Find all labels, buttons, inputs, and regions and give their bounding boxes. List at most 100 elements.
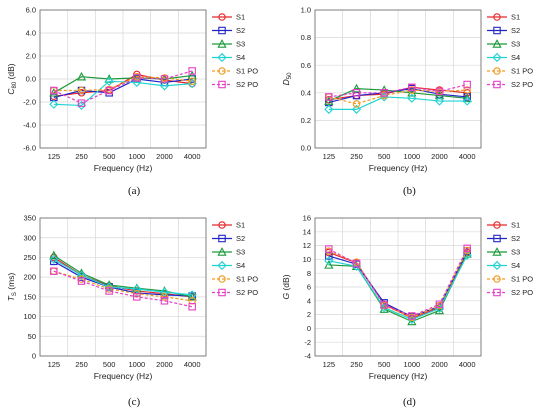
data-point [352, 259, 361, 268]
legend-marker [218, 67, 226, 75]
data-point [76, 71, 87, 81]
legend-marker [218, 288, 226, 297]
series-line [328, 253, 468, 323]
y-tick-label: 0.0 [26, 75, 36, 84]
series-line [328, 83, 468, 98]
x-axis-label: Frequency (Hz) [369, 163, 428, 173]
chart-b: 0.0 0.2 0.4 0.6 0.8 1.0 125 250 500 1000 2000 4000 F… [281, 6, 533, 173]
legend-label: S1 [236, 13, 245, 22]
data-point [324, 104, 334, 114]
caption-b: (b) [403, 185, 416, 197]
data-point [160, 293, 169, 301]
series-line [53, 70, 193, 104]
y-tick-label: 14 [303, 227, 311, 236]
chart-c: 0 50 100 150 200 250 300 350 125 250 500 1000 2000 40… [6, 214, 258, 381]
data-point [76, 270, 87, 280]
x-tick-label: 2000 [156, 152, 173, 161]
y-tick-label: 0.4 [301, 88, 311, 97]
legend-marker [217, 247, 227, 256]
legend-marker [218, 221, 226, 229]
series-s4 [49, 254, 197, 300]
data-point [352, 100, 361, 108]
legend-label: S2 PO [511, 288, 533, 297]
y-axis-label: G (dB) [281, 274, 291, 299]
y-tick-label: 150 [23, 292, 36, 301]
x-tick-label: 4000 [184, 152, 201, 161]
data-point [105, 287, 113, 295]
panel-a: -6.0 -4.0 -2.0 0.0 2.0 4.0 6.0 125 250 500 1000 200… [0, 0, 275, 208]
x-tick-label: 250 [350, 152, 363, 161]
data-point [76, 100, 87, 111]
x-tick-label: 125 [323, 360, 336, 369]
series-line [328, 89, 468, 105]
series-s2-po [50, 67, 196, 107]
plot-frame [314, 9, 482, 149]
legend-label: S4 [511, 53, 520, 62]
x-tick-label: 4000 [184, 360, 201, 369]
data-point [380, 301, 388, 309]
legend-marker [218, 80, 226, 89]
x-tick-label: 500 [378, 152, 391, 161]
data-point [351, 104, 362, 114]
legend-label: S2 PO [236, 288, 258, 297]
y-tick-label: -2.0 [23, 98, 36, 107]
y-tick-label: 12 [303, 241, 311, 250]
y-tick-label: 50 [28, 332, 36, 341]
y-tick-label: 2 [307, 310, 311, 319]
series-line [328, 88, 468, 102]
series-s2-po [325, 80, 471, 101]
panel-c: 0 50 100 150 200 250 300 350 125 250 500 1000 2000 40… [0, 208, 275, 416]
x-tick-label: 125 [48, 152, 61, 161]
data-point [407, 314, 417, 325]
series-line [53, 76, 193, 92]
legend-marker [493, 288, 501, 297]
data-point [188, 302, 196, 311]
y-tick-label: 0.0 [301, 144, 311, 153]
data-point [77, 86, 86, 95]
data-point [463, 80, 471, 89]
y-tick-label: 16 [303, 214, 311, 223]
data-point [379, 303, 389, 313]
legend-marker [218, 13, 226, 21]
x-tick-label: 1000 [403, 152, 420, 161]
data-point [324, 256, 334, 266]
chart-d: -4 -2 0 2 4 6 8 10 12 14 16 125 250 500 1000 2000 4000 Fr… [281, 214, 533, 381]
legend-label: S3 [236, 40, 245, 49]
x-tick-label: 250 [350, 360, 363, 369]
series-line [328, 250, 468, 319]
x-tick-label: 2000 [431, 360, 448, 369]
legend-marker [217, 39, 227, 48]
legend-marker [492, 260, 502, 271]
y-tick-label: 0.8 [301, 33, 311, 42]
legend-label: S2 [236, 234, 245, 243]
x-tick-label: 250 [75, 152, 88, 161]
x-tick-label: 2000 [156, 360, 173, 369]
legend-label: S2 [236, 26, 245, 35]
y-axis-label: D50 [281, 72, 293, 85]
series-s2-po [50, 267, 196, 311]
data-point [133, 74, 141, 82]
y-tick-label: 6.0 [26, 6, 36, 15]
data-point [188, 67, 196, 75]
legend-label: S2 PO [511, 80, 533, 89]
data-point [408, 83, 416, 92]
legend-marker [493, 67, 501, 75]
caption-c: (c) [128, 396, 141, 408]
x-tick-label: 500 [103, 360, 116, 369]
plot-frame [39, 9, 207, 149]
y-axis-label: TS (ms) [6, 273, 18, 302]
x-tick-label: 125 [323, 152, 336, 161]
data-point [463, 244, 471, 253]
chart-a: -6.0 -4.0 -2.0 0.0 2.0 4.0 6.0 125 250 500 1000 200… [6, 6, 258, 173]
series-line [53, 254, 193, 298]
data-point [463, 86, 471, 94]
legend-marker [493, 234, 501, 243]
data-point [49, 254, 59, 264]
data-point [159, 287, 170, 297]
legend-marker [492, 52, 502, 63]
legend-label: S3 [511, 248, 520, 257]
data-point [435, 300, 444, 309]
caption-d: (d) [403, 396, 416, 408]
x-tick-label: 4000 [459, 360, 476, 369]
data-point [462, 96, 472, 106]
